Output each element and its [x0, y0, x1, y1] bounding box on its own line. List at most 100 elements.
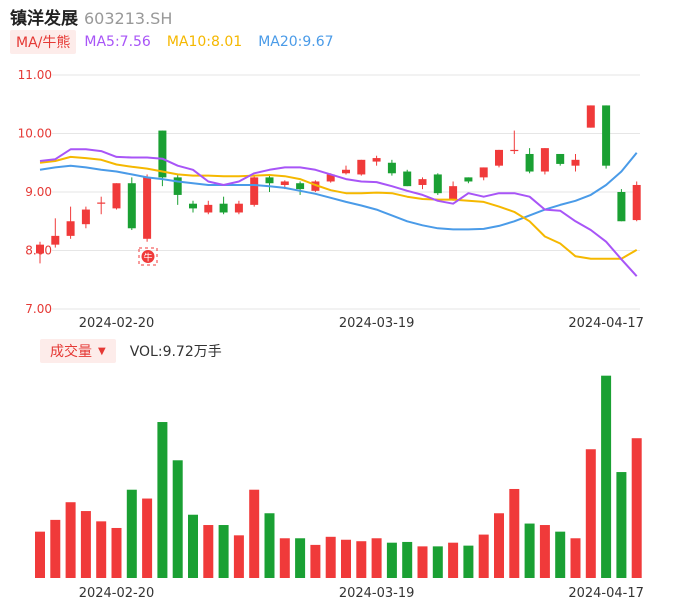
- candle-body: [540, 148, 549, 172]
- volume-bar: [616, 472, 627, 578]
- candle-body: [525, 153, 534, 172]
- candle-body: [204, 204, 213, 213]
- volume-indicator-selector[interactable]: 成交量 ▼: [40, 339, 116, 363]
- candle-body: [219, 203, 228, 213]
- price-tick-label: 10.00: [18, 127, 52, 141]
- volume-legend: 成交量 ▼ VOL:9.72万手: [40, 339, 222, 363]
- volume-bar: [295, 538, 306, 578]
- volume-bar: [264, 513, 275, 578]
- volume-bar: [371, 538, 382, 578]
- candle-body: [36, 244, 44, 254]
- volume-bar: [524, 523, 535, 578]
- ma5-label: MA5:7.56: [84, 34, 151, 50]
- ma5-line: [39, 148, 638, 277]
- candle-body: [127, 183, 136, 229]
- candle-body: [143, 177, 152, 239]
- volume-bar: [35, 531, 45, 578]
- volume-indicator-label: 成交量: [50, 344, 92, 360]
- price-date-label: 2024-03-19: [339, 316, 415, 331]
- volume-bar: [249, 489, 260, 578]
- candle-body: [602, 105, 611, 166]
- volume-bar: [463, 545, 474, 578]
- ma-indicator-selector[interactable]: MA/牛熊: [10, 30, 77, 54]
- candle-body: [372, 158, 381, 162]
- candle-body: [510, 149, 519, 152]
- volume-bar: [555, 531, 566, 578]
- candle-body: [66, 221, 75, 236]
- volume-bar: [172, 460, 183, 578]
- volume-date-label: 2024-03-19: [339, 586, 415, 601]
- ma20-label: MA20:9.67: [258, 34, 334, 50]
- candle-body: [250, 177, 259, 205]
- volume-bar: [325, 536, 336, 578]
- volume-bar: [478, 534, 489, 578]
- caret-down-icon: ▼: [98, 345, 106, 357]
- volume-bar: [157, 422, 168, 578]
- candle-body: [112, 183, 121, 209]
- volume-bar: [341, 539, 351, 578]
- candle-body: [158, 130, 167, 178]
- candle-body: [357, 159, 366, 175]
- bull-marker-frame: [138, 247, 158, 266]
- candle-body: [449, 186, 458, 200]
- candle-body: [265, 177, 274, 184]
- candle-body: [479, 167, 488, 178]
- candle-body: [464, 177, 473, 182]
- bull-marker-label: 牛: [143, 252, 152, 264]
- price-date-label: 2024-04-17: [568, 316, 644, 331]
- volume-bar: [631, 438, 642, 578]
- volume-date-label: 2024-04-17: [568, 586, 644, 601]
- candle-body: [387, 162, 396, 174]
- candle-body: [632, 184, 641, 221]
- bull-marker[interactable]: 牛: [138, 247, 158, 266]
- volume-bar: [417, 546, 428, 578]
- candle-body: [586, 105, 595, 128]
- volume-bar: [509, 488, 520, 578]
- bull-marker-dot: [141, 250, 155, 263]
- candle-body: [342, 169, 350, 174]
- candle-body: [571, 159, 580, 166]
- volume-bar: [356, 541, 367, 578]
- volume-bar: [402, 541, 413, 578]
- moving-average-lines: [39, 148, 638, 277]
- volume-bar: [188, 514, 198, 578]
- candle-body: [403, 171, 412, 187]
- price-tick-label: 9.00: [25, 185, 52, 199]
- volume-bar: [539, 525, 550, 578]
- volume-bar: [111, 527, 122, 578]
- price-grid: [52, 74, 640, 310]
- volume-bar: [601, 375, 612, 578]
- volume-bar: [310, 544, 321, 578]
- candle-body: [280, 181, 289, 185]
- volume-bar: [233, 535, 244, 578]
- candle-body: [433, 174, 442, 194]
- ma-legend: MA/牛熊 MA5:7.56 MA10:8.01 MA20:9.67: [10, 30, 350, 54]
- stock-name: 镇洋发展: [10, 9, 78, 29]
- volume-bar: [126, 489, 137, 578]
- volume-bar: [494, 513, 504, 578]
- candle-body: [189, 203, 197, 209]
- price-date-label: 2024-02-20: [79, 316, 155, 331]
- ma20-line: [39, 152, 638, 231]
- stock-header: 镇洋发展 603213.SH: [10, 4, 172, 29]
- volume-bar: [96, 521, 107, 578]
- volume-bar: [142, 498, 153, 578]
- ma10-line: [39, 155, 638, 260]
- candle-body: [617, 192, 626, 222]
- volume-bar: [585, 449, 596, 578]
- volume-bar: [386, 542, 397, 578]
- volume-bar: [432, 546, 443, 578]
- candle-body: [234, 203, 243, 213]
- candle-body: [495, 149, 503, 166]
- price-tick-label: 11.00: [18, 68, 52, 82]
- candle-body: [296, 183, 305, 190]
- volume-bars: [35, 375, 642, 578]
- price-tick-label: 7.00: [25, 302, 52, 316]
- candle-body: [81, 209, 90, 225]
- candlesticks: [36, 105, 641, 264]
- candle-body: [51, 235, 60, 245]
- volume-bar: [50, 519, 61, 578]
- volume-bar: [570, 538, 581, 578]
